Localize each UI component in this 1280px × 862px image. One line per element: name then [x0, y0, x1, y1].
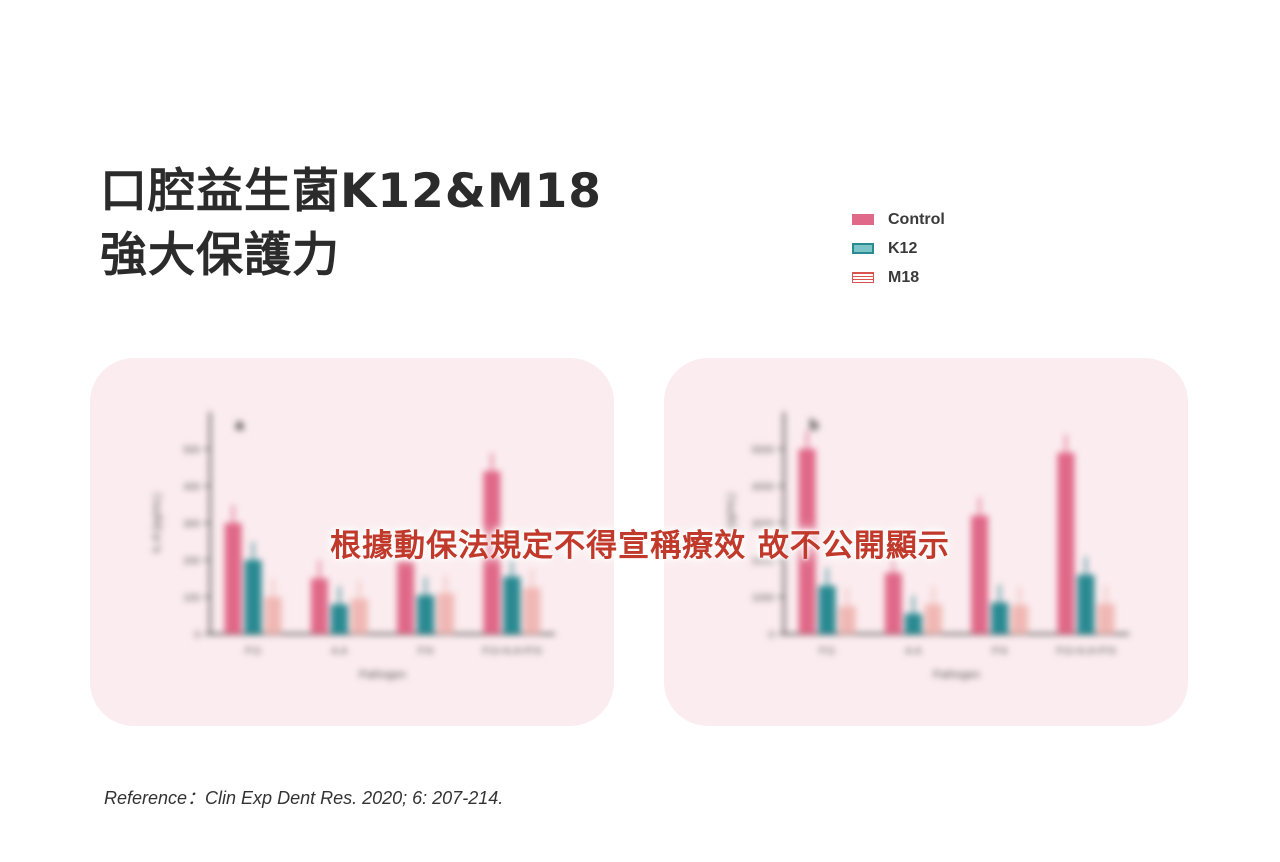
- bar: [1097, 603, 1115, 634]
- bar: [397, 560, 415, 634]
- bar-chart-b: 0 1000 2000 3000 4000 5000 IL-8 (pg/mL) b P.G A.A…: [725, 412, 1129, 681]
- bar: [971, 515, 989, 634]
- legend-item-k12: K12: [852, 234, 945, 263]
- x-tick-label: A.A: [331, 646, 347, 657]
- bar: [483, 471, 501, 634]
- x-tick-label: P.G: [245, 646, 261, 657]
- y-axis-label: IL-8 (pg/mL): [151, 493, 163, 553]
- bar: [503, 576, 521, 634]
- bar: [924, 604, 942, 634]
- x-tick-label: P.N: [418, 646, 433, 657]
- legend-label-k12: K12: [888, 239, 918, 257]
- y-tick-label: 200: [183, 556, 200, 567]
- bar: [991, 602, 1009, 634]
- title-line-1: 口腔益生菌K12&M18: [100, 164, 602, 219]
- bar: [818, 585, 836, 634]
- y-axis-label: IL-8 (pg/mL): [725, 493, 737, 553]
- legend-item-m18: M18: [852, 263, 945, 292]
- page-title: 口腔益生菌K12&M18 強大保護力: [100, 160, 602, 288]
- y-tick-label: 300: [183, 519, 200, 530]
- bar: [798, 449, 816, 634]
- y-tick-label: 1000: [752, 593, 775, 604]
- x-tick-label: P.N: [992, 646, 1007, 657]
- title-line-2: 強大保護力: [100, 228, 340, 283]
- y-tick-label: 0: [768, 630, 774, 641]
- legend-swatch-k12: [852, 243, 874, 254]
- bar: [904, 613, 922, 634]
- chart-legend: Control K12 M18: [852, 205, 945, 292]
- bar: [884, 572, 902, 634]
- legend-label-control: Control: [888, 210, 945, 228]
- y-tick-label: 400: [183, 482, 200, 493]
- bar: [417, 595, 435, 634]
- bar-chart-a: 0 100 200 300 400 500 IL-8 (pg/mL) a P.G A.A P.N P.…: [151, 412, 555, 681]
- x-axis-label: Pathogen: [359, 669, 406, 681]
- y-tick-label: 100: [183, 593, 200, 604]
- bar: [1011, 605, 1029, 634]
- y-tick-label: 5000: [752, 445, 775, 456]
- bar: [350, 598, 368, 634]
- x-tick-label: P.G: [819, 646, 835, 657]
- bar: [310, 578, 328, 634]
- legend-swatch-control: [852, 214, 874, 225]
- bar: [838, 606, 856, 634]
- y-tick-label: 3000: [752, 519, 775, 530]
- x-axis-label: Pathogen: [933, 669, 980, 681]
- bar: [1057, 452, 1075, 634]
- bar: [523, 587, 541, 634]
- chart-panel-b: 0 1000 2000 3000 4000 5000 IL-8 (pg/mL) b P.G A.A…: [664, 358, 1188, 726]
- y-tick-label: 4000: [752, 482, 775, 493]
- bar: [330, 604, 348, 634]
- y-tick-label: 500: [183, 445, 200, 456]
- bar: [244, 560, 262, 634]
- bar: [224, 523, 242, 634]
- legend-swatch-m18: [852, 272, 874, 283]
- y-tick-label: 0: [194, 630, 200, 641]
- reference-citation: Reference：Clin Exp Dent Res. 2020; 6: 20…: [104, 788, 504, 808]
- bar: [437, 593, 455, 634]
- bar: [264, 597, 282, 634]
- x-tick-label: P.G+A.A+P.N: [1056, 646, 1115, 657]
- y-tick-label: 2000: [752, 556, 775, 567]
- legend-label-m18: M18: [888, 268, 920, 286]
- chart-panel-a: 0 100 200 300 400 500 IL-8 (pg/mL) a P.G A.A P.N P.…: [90, 358, 614, 726]
- legend-item-control: Control: [852, 205, 945, 234]
- panel-label: b: [809, 417, 819, 434]
- panel-label: a: [235, 417, 244, 434]
- x-tick-label: P.G+A.A+P.N: [482, 646, 541, 657]
- regulatory-notice: 根據動保法規定不得宣稱療效 故不公開顯示: [330, 528, 950, 564]
- bar: [1077, 574, 1095, 634]
- x-tick-label: A.A: [905, 646, 921, 657]
